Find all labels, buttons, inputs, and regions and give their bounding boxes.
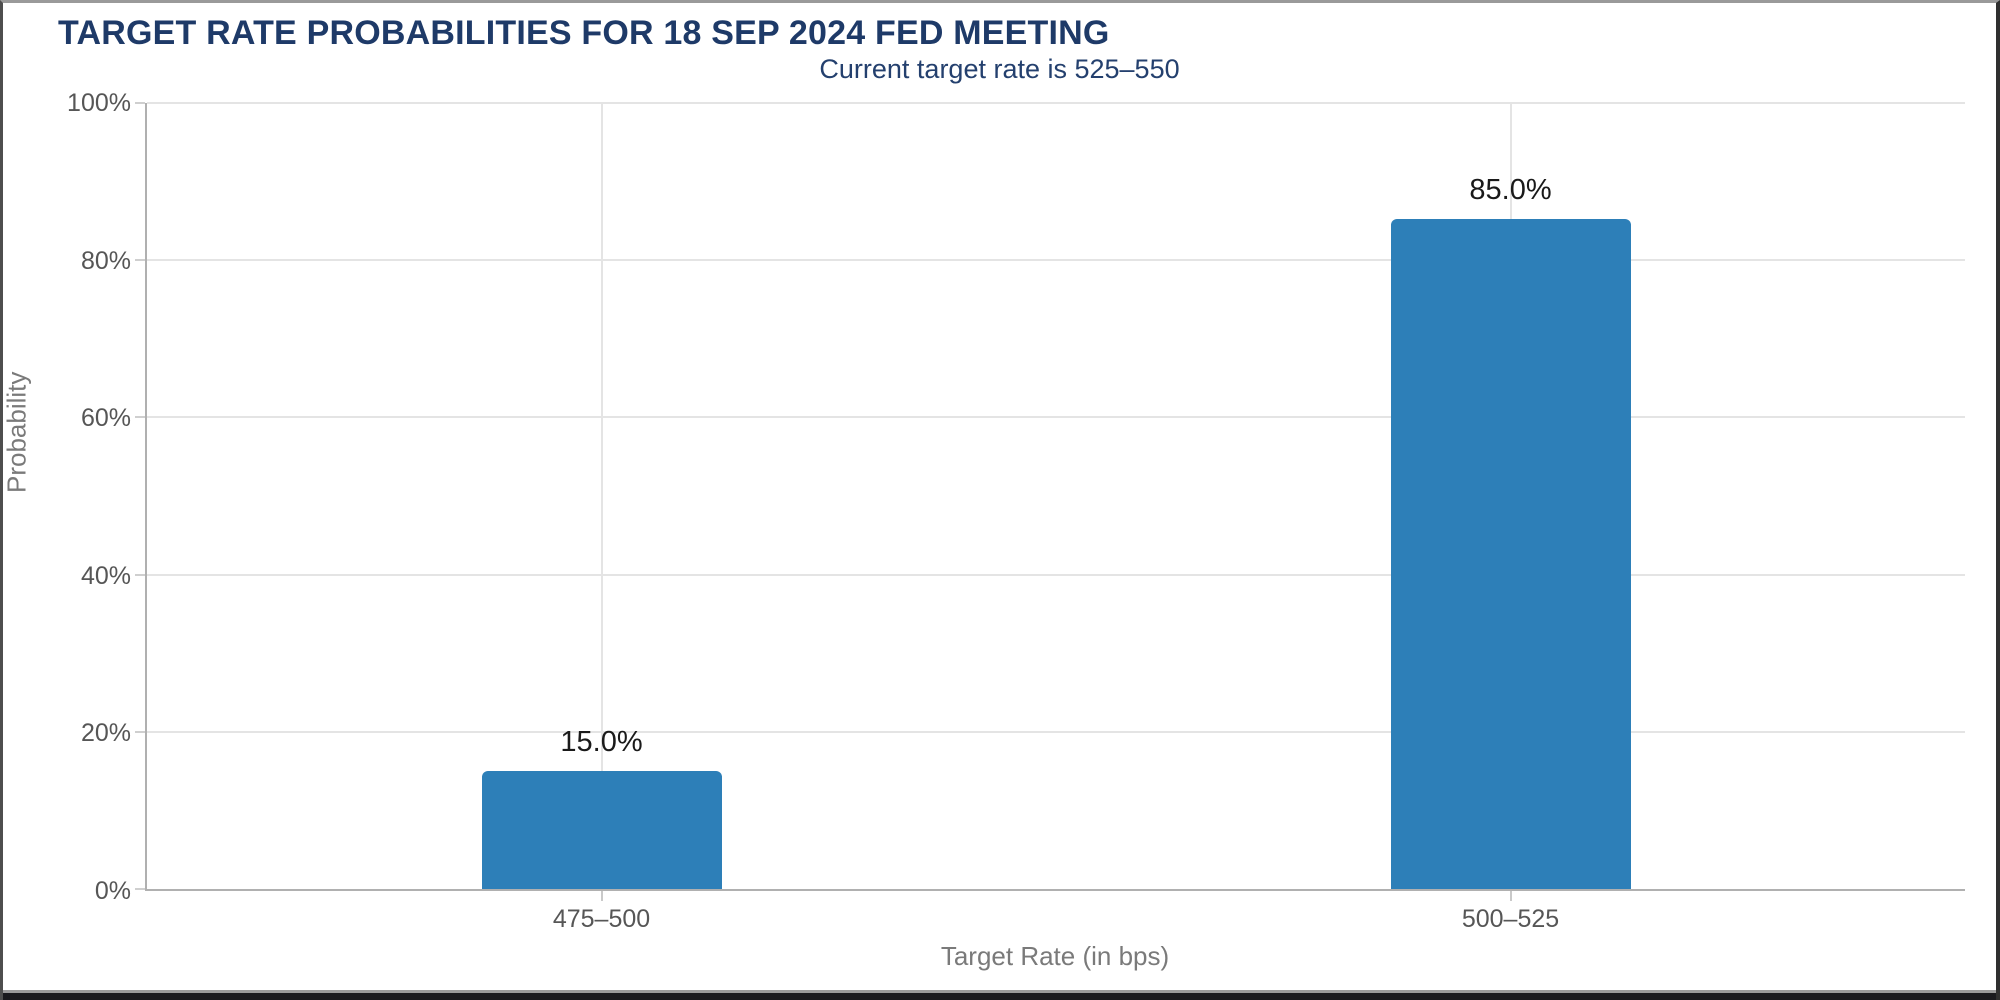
y-gridline-80 bbox=[147, 259, 1965, 262]
x-axis-title: Target Rate (in bps) bbox=[940, 941, 1170, 971]
y-tick-label-20: 20% bbox=[80, 719, 131, 748]
x-tick-label-500–525: 500–525 bbox=[1461, 905, 1560, 933]
x-tick-mark-500–525 bbox=[1509, 891, 1512, 901]
y-gridline-100 bbox=[147, 102, 1965, 104]
category-slot-475–500: 15.0% 475–500 bbox=[147, 103, 1056, 933]
category-slot-500–525: 85.0% 500–525 bbox=[1056, 103, 1965, 933]
bar-500–525 bbox=[1390, 219, 1631, 889]
y-tick-label-100: 100% bbox=[67, 89, 131, 117]
window-bottom-edge bbox=[3, 993, 1996, 1000]
y-axis-title: Probability bbox=[1, 371, 32, 493]
y-tick-label-40: 40% bbox=[80, 561, 131, 590]
y-tick-mark-100 bbox=[135, 102, 145, 104]
y-tick-mark-20 bbox=[135, 730, 145, 733]
chart-subtitle: Current target rate is 525–550 bbox=[819, 54, 1180, 84]
y-axis-tick-labels: 0% 20% 40% 60% 80% 100% bbox=[43, 89, 131, 905]
y-tick-label-80: 80% bbox=[80, 246, 131, 275]
y-tick-mark-60 bbox=[135, 416, 145, 419]
chart-title: TARGET RATE PROBABILITIES FOR 18 SEP 202… bbox=[58, 14, 1110, 52]
bar-value-label-475–500: 15.0% bbox=[560, 725, 643, 758]
y-tick-mark-40 bbox=[135, 573, 145, 576]
y-gridline-60 bbox=[147, 416, 1965, 419]
bar-475–500 bbox=[481, 770, 722, 889]
y-tick-mark-80 bbox=[135, 259, 145, 262]
y-tick-label-0: 0% bbox=[94, 877, 131, 905]
plot-area: 15.0% 475–500 85.0% 500–525 bbox=[135, 102, 1965, 933]
y-gridline-20 bbox=[147, 730, 1965, 733]
y-gridline-40 bbox=[147, 573, 1965, 576]
window-bottom-separator bbox=[3, 990, 1996, 993]
x-tick-label-475–500: 475–500 bbox=[552, 905, 651, 933]
x-gridline-475–500 bbox=[600, 103, 603, 889]
y-tick-mark-0 bbox=[135, 888, 145, 890]
bar-value-label-500–525: 85.0% bbox=[1469, 174, 1552, 207]
y-tick-label-60: 60% bbox=[80, 404, 131, 433]
x-tick-mark-475–500 bbox=[600, 891, 603, 901]
